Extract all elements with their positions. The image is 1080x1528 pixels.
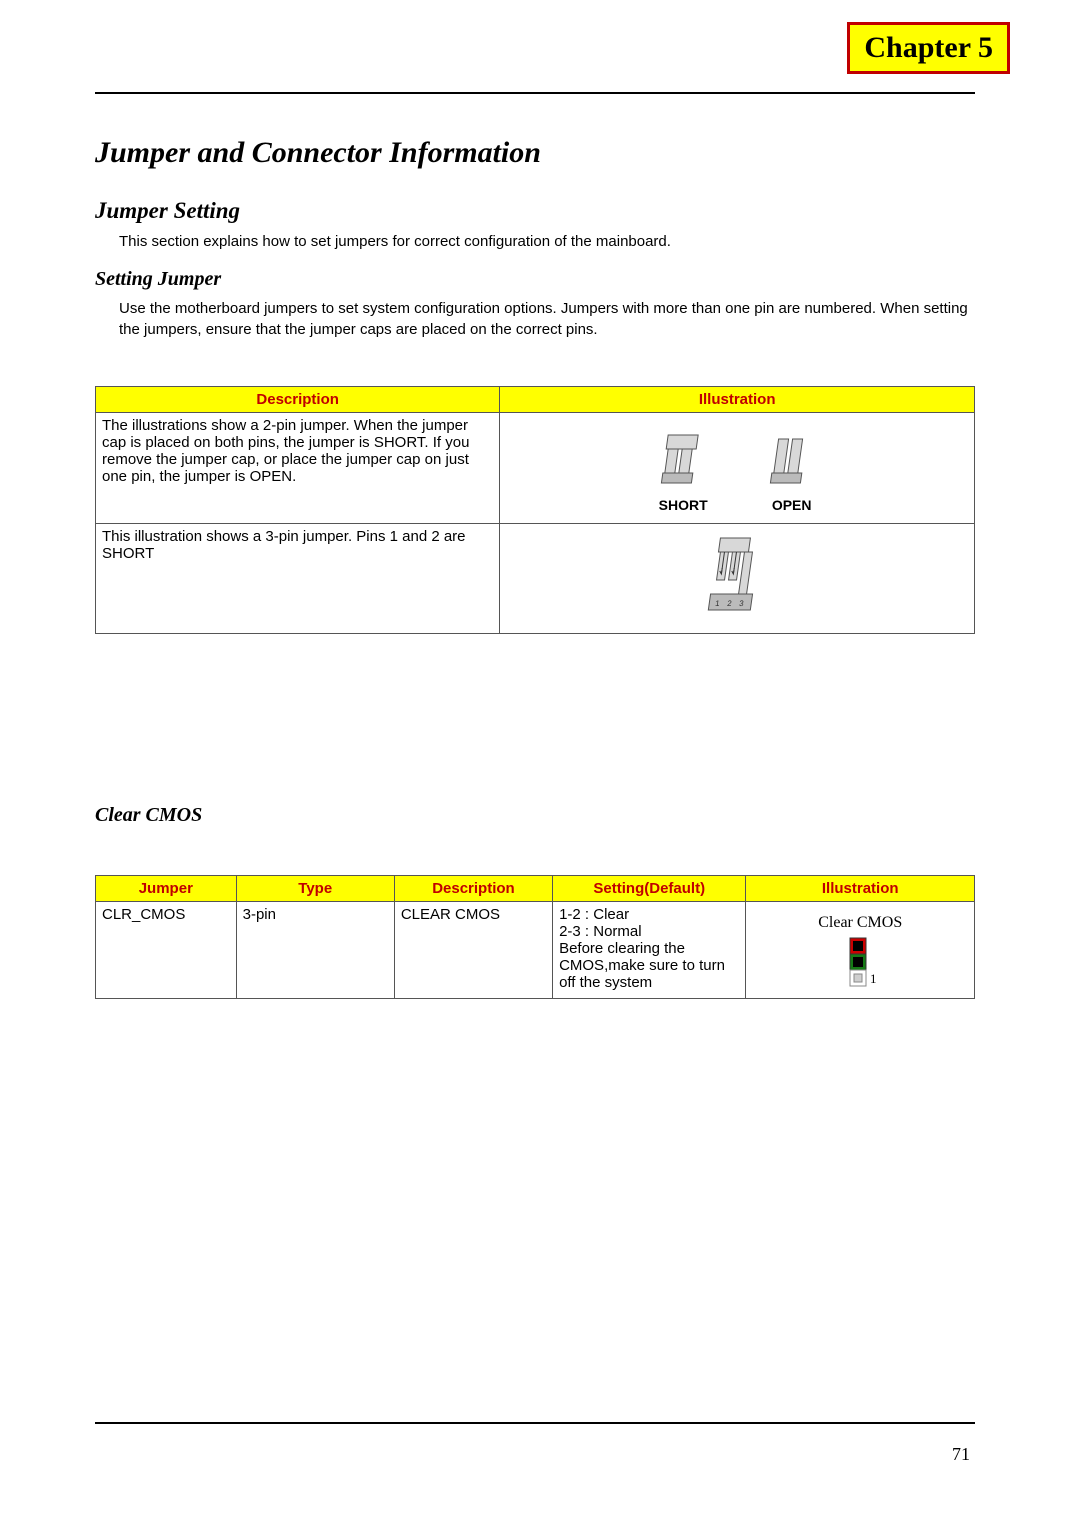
table-header-setting: Setting(Default)	[553, 875, 746, 901]
jumper-short-icon	[659, 429, 707, 489]
table-row: CLR_CMOS 3-pin CLEAR CMOS 1-2 : Clear 2-…	[96, 901, 975, 998]
table-header-description: Description	[394, 875, 552, 901]
table-cell-illustration: 1 2 3	[500, 523, 975, 633]
table-row: The illustrations show a 2-pin jumper. W…	[96, 412, 975, 523]
table-header-type: Type	[236, 875, 394, 901]
table-header-jumper: Jumper	[96, 875, 237, 901]
table-header-illustration: Illustration	[500, 386, 975, 412]
bottom-horizontal-rule	[95, 1422, 975, 1424]
page-number: 71	[952, 1444, 970, 1465]
document-page: Chapter 5 Jumper and Connector Informati…	[0, 0, 1080, 1528]
subsection-setting-jumper-body: Use the motherboard jumpers to set syste…	[119, 299, 975, 340]
table-header-description: Description	[96, 386, 500, 412]
jumper-open-icon	[768, 429, 816, 489]
table-header-illustration: Illustration	[746, 875, 975, 901]
cell-type: 3-pin	[236, 901, 394, 998]
section-jumper-setting-title: Jumper Setting	[95, 198, 975, 224]
clear-cmos-label: Clear CMOS	[752, 914, 968, 932]
table-cell-description: This illustration shows a 3-pin jumper. …	[96, 523, 500, 633]
open-label: OPEN	[772, 497, 812, 513]
short-label: SHORT	[659, 497, 708, 513]
cell-description: CLEAR CMOS	[394, 901, 552, 998]
page-title: Jumper and Connector Information	[95, 136, 975, 170]
chapter-badge: Chapter 5	[847, 22, 1010, 74]
jumper-illustration-table: Description Illustration The illustratio…	[95, 386, 975, 634]
jumper-3pin-icon: 1 2 3	[707, 534, 767, 626]
section-clear-cmos-title: Clear CMOS	[95, 804, 975, 827]
subsection-setting-jumper-title: Setting Jumper	[95, 268, 975, 291]
cell-setting: 1-2 : Clear 2-3 : Normal Before clearing…	[553, 901, 746, 998]
top-horizontal-rule	[95, 92, 975, 94]
cell-illustration: Clear CMOS 1	[746, 901, 975, 998]
pin-1-label: 1	[870, 971, 877, 986]
section-jumper-setting-body: This section explains how to set jumpers…	[119, 232, 975, 252]
cell-jumper: CLR_CMOS	[96, 901, 237, 998]
table-cell-illustration: SHORT OPEN	[500, 412, 975, 523]
table-cell-description: The illustrations show a 2-pin jumper. W…	[96, 412, 500, 523]
clear-cmos-table: Jumper Type Description Setting(Default)…	[95, 875, 975, 999]
table-row: This illustration shows a 3-pin jumper. …	[96, 523, 975, 633]
clear-cmos-jumper-icon: 1	[840, 936, 880, 994]
